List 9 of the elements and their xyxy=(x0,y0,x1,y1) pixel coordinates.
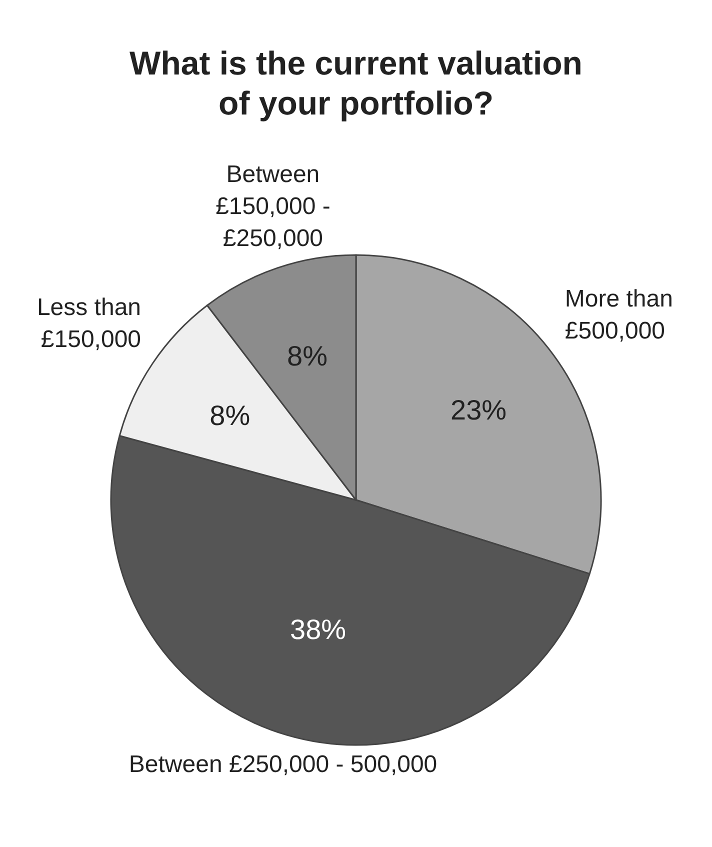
data-label: 23% xyxy=(450,394,507,426)
data-label: 8% xyxy=(287,340,328,372)
data-label: 38% xyxy=(290,614,346,645)
slice-label: Between £150,000 - £250,000 xyxy=(216,161,330,252)
slice-label: Less than £150,000 xyxy=(36,294,142,354)
data-label: 8% xyxy=(210,400,250,431)
slice-label: More than £500,000 xyxy=(564,285,673,344)
chart-title: What is the current valuation of your portfolio? xyxy=(130,44,582,122)
slice-label: Between £250,000 - 500,000 xyxy=(128,751,438,778)
